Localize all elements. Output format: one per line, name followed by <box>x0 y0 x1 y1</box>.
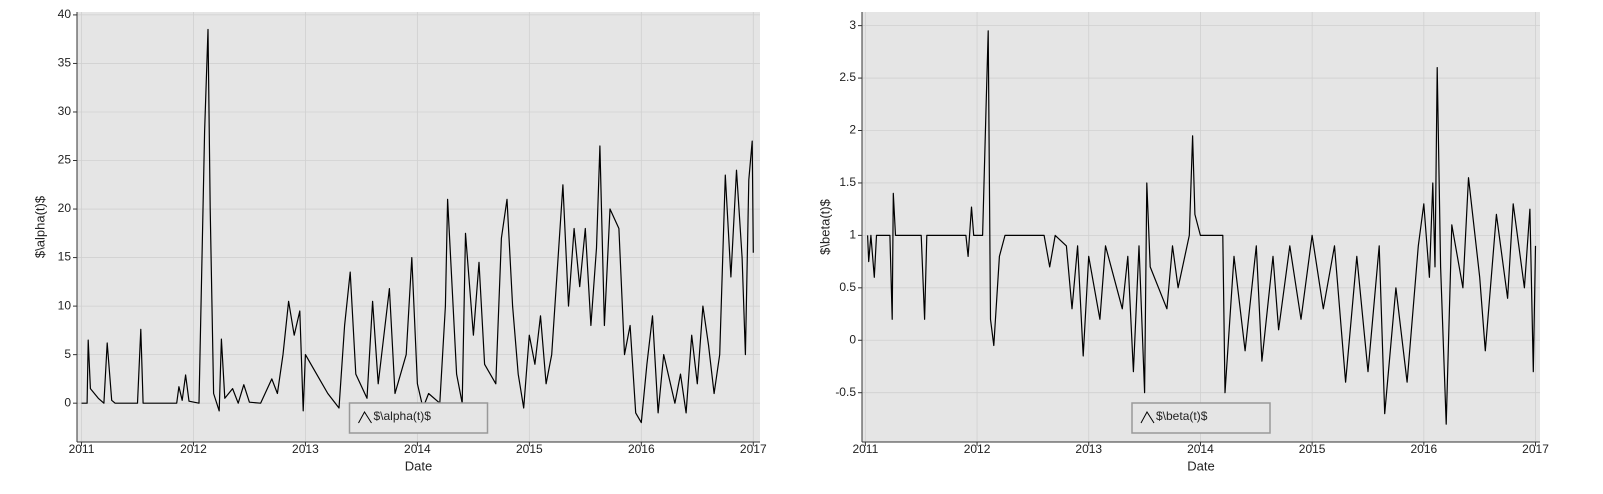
y-tick-label: 1 <box>849 228 856 242</box>
y-tick-label: 15 <box>58 250 72 264</box>
x-tick-label: 2014 <box>404 442 431 456</box>
y-tick-label: 20 <box>58 201 72 215</box>
y-tick-label: 1.5 <box>839 175 856 189</box>
legend-box <box>348 402 489 434</box>
x-tick-label: 2016 <box>1410 442 1437 456</box>
legend-label: $\alpha(t)$ <box>374 409 432 423</box>
y-tick-label: 3 <box>849 18 856 32</box>
x-tick-label: 2013 <box>292 442 319 456</box>
x-tick-label: 2012 <box>180 442 207 456</box>
x-tick-label: 2015 <box>1299 442 1326 456</box>
y-axis-label: $\alpha(t)$ <box>32 195 47 258</box>
y-tick-label: -0.5 <box>835 385 856 399</box>
y-axis-label: $\beta(t)$ <box>817 198 832 254</box>
legend: $\beta(t)$ <box>1131 402 1271 434</box>
x-tick-label: 2015 <box>516 442 543 456</box>
y-tick-label: 0 <box>849 332 856 346</box>
x-tick-label: 2017 <box>740 442 767 456</box>
legend-box <box>1131 402 1271 434</box>
data-line <box>81 28 754 424</box>
legend: $\alpha(t)$ <box>348 402 489 434</box>
y-tick-label: 40 <box>58 7 72 21</box>
y-tick-label: 30 <box>58 104 72 118</box>
x-axis-label: Date <box>1187 458 1214 473</box>
legend-swatch <box>1140 411 1155 424</box>
y-tick-label: 10 <box>58 298 72 312</box>
y-tick-label: 35 <box>58 56 72 70</box>
y-tick-label: 0.5 <box>839 280 856 294</box>
y-tick-label: 0 <box>64 395 71 409</box>
y-tick-label: 2 <box>849 123 856 137</box>
legend-swatch <box>358 411 372 424</box>
x-tick-label: 2016 <box>628 442 655 456</box>
x-tick-label: 2011 <box>69 442 95 456</box>
legend-label: $\beta(t)$ <box>1156 409 1208 423</box>
data-line <box>867 30 1537 425</box>
x-tick-label: 2013 <box>1075 442 1102 456</box>
x-tick-label: 2017 <box>1522 442 1549 456</box>
x-tick-label: 2012 <box>964 442 991 456</box>
x-axis-label: Date <box>405 458 432 473</box>
y-tick-label: 5 <box>64 347 71 361</box>
x-tick-label: 2014 <box>1187 442 1214 456</box>
plot-background <box>862 12 1540 442</box>
y-tick-label: 2.5 <box>839 70 856 84</box>
x-tick-label: 2011 <box>852 442 878 456</box>
plot-background <box>77 12 760 442</box>
y-tick-label: 25 <box>58 153 72 167</box>
